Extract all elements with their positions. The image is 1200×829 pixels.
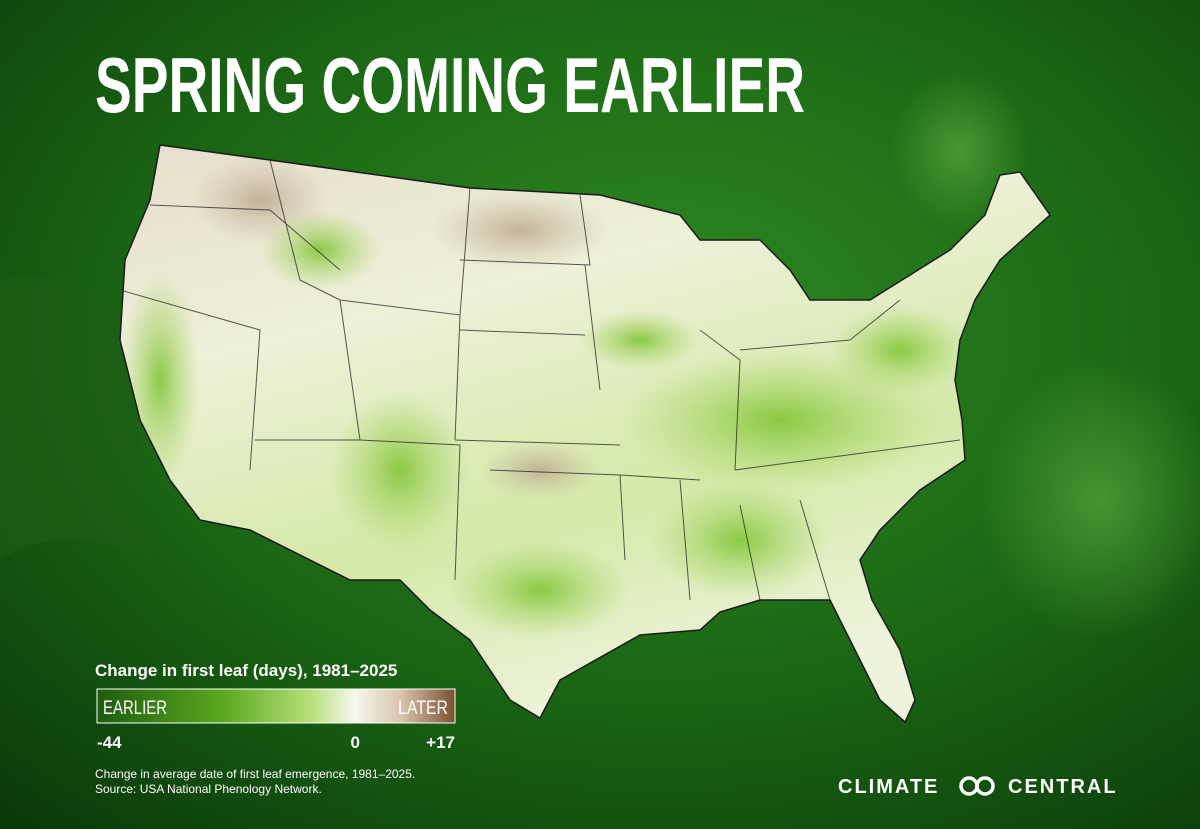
scale-tick-label: 0 [350, 733, 359, 752]
earlier-label: EARLIER [103, 698, 167, 719]
color-scale [96, 688, 456, 724]
scale-tick-label: -44 [97, 733, 122, 752]
scale-tick-label: +17 [426, 733, 455, 752]
legend-title: Change in first leaf (days), 1981–2025 [95, 661, 397, 680]
logo-icon [975, 776, 995, 796]
logo-left: CLIMATE [838, 776, 939, 798]
later-label: LATER [398, 698, 448, 719]
footer-source: Source: USA National Phenology Network. [95, 782, 322, 796]
legend: Change in first leaf (days), 1981–2025 E… [95, 661, 456, 752]
leaf-shape [0, 275, 150, 560]
title: SPRING COMING EARLIER [95, 41, 805, 129]
footer-note: Change in average date of first leaf eme… [95, 767, 415, 781]
logo: CLIMATE CENTRAL [838, 776, 1118, 798]
bokeh [980, 360, 1200, 640]
logo-right: CENTRAL [1008, 776, 1118, 798]
us-outline [119, 144, 1051, 724]
